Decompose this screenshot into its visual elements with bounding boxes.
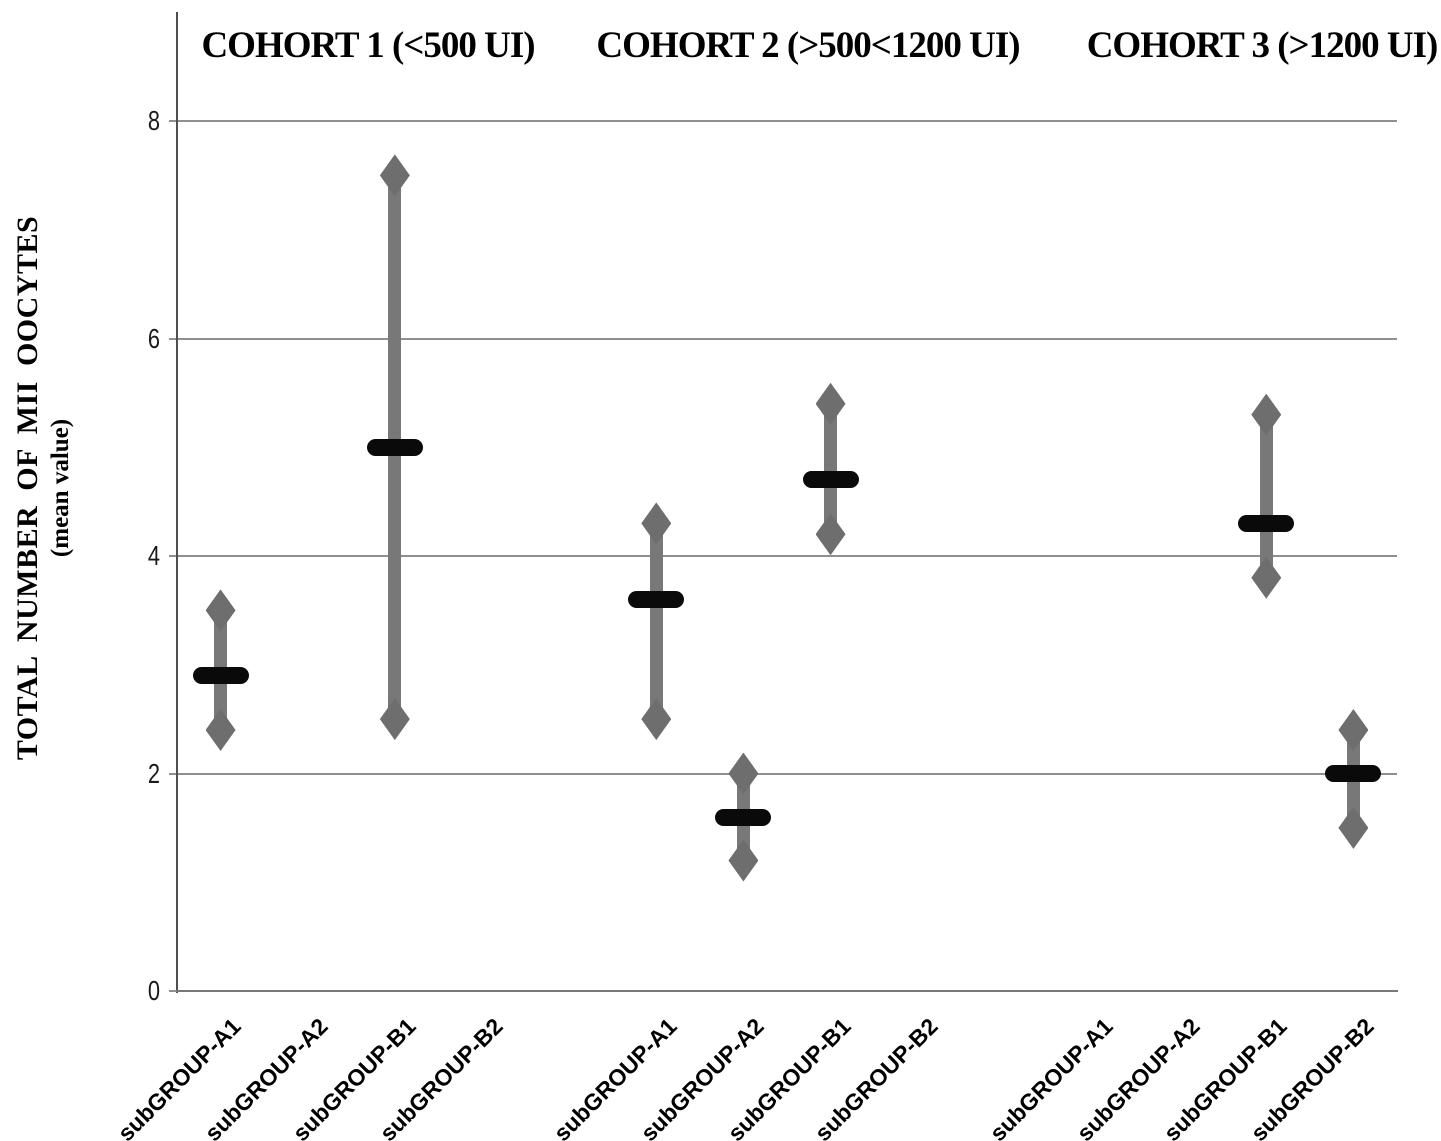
range-bar-stem (649, 523, 663, 720)
y-tickmark-6 (169, 337, 177, 340)
y-tick-label-0: 0 (147, 975, 160, 1006)
y-axis-title-line2: (mean value) (47, 418, 74, 558)
y-tick-label-6: 6 (147, 322, 160, 354)
mean-marker (628, 591, 685, 608)
range-min-diamond (1251, 556, 1282, 599)
y-tickmark-0 (169, 990, 177, 992)
cohort-title-1: COHORT 1 (<500 UI) (201, 25, 535, 66)
mean-marker (715, 808, 772, 826)
range-min-diamond (728, 839, 759, 882)
range-max-diamond (728, 752, 759, 795)
range-min-diamond (641, 698, 672, 741)
y-axis-line (176, 12, 178, 993)
range-bar-stem (1259, 414, 1273, 578)
x-axis-line (176, 990, 1398, 992)
range-bar-stem (824, 403, 838, 535)
mean-marker (366, 438, 423, 456)
y-tick-label-4: 4 (147, 540, 160, 571)
y-tickmark-4 (169, 555, 177, 557)
cohort-title-2: COHORT 2 (>500<1200 UI) (596, 25, 1020, 66)
range-max-diamond (205, 589, 236, 632)
gridline-y2 (177, 772, 1397, 775)
gridline-y6 (177, 337, 1397, 340)
mean-marker (192, 667, 249, 685)
y-tickmark-8 (169, 120, 177, 122)
range-min-diamond (205, 709, 236, 751)
y-tick-label-8: 8 (147, 105, 160, 136)
mean-marker (1325, 765, 1382, 782)
range-max-diamond (815, 382, 846, 425)
y-axis-title: TOTAL NUMBER OF MII OOCYTES (mean value) (11, 216, 75, 760)
range-max-diamond (1338, 709, 1369, 751)
y-tickmark-2 (169, 772, 177, 775)
range-max-diamond (379, 154, 410, 197)
mean-marker (1238, 514, 1295, 532)
mean-marker (802, 471, 859, 489)
gridline-y8 (177, 120, 1397, 122)
range-min-diamond (1338, 806, 1369, 849)
range-max-diamond (1251, 393, 1282, 436)
cohort-title-3: COHORT 3 (>1200 UI) (1086, 25, 1439, 66)
gridline-y4 (177, 555, 1397, 557)
range-min-diamond (379, 698, 410, 741)
y-tick-label-2: 2 (147, 757, 160, 789)
range-max-diamond (641, 502, 672, 545)
y-axis-title-line1: TOTAL NUMBER OF MII OOCYTES (11, 215, 44, 761)
range-min-diamond (815, 513, 846, 556)
